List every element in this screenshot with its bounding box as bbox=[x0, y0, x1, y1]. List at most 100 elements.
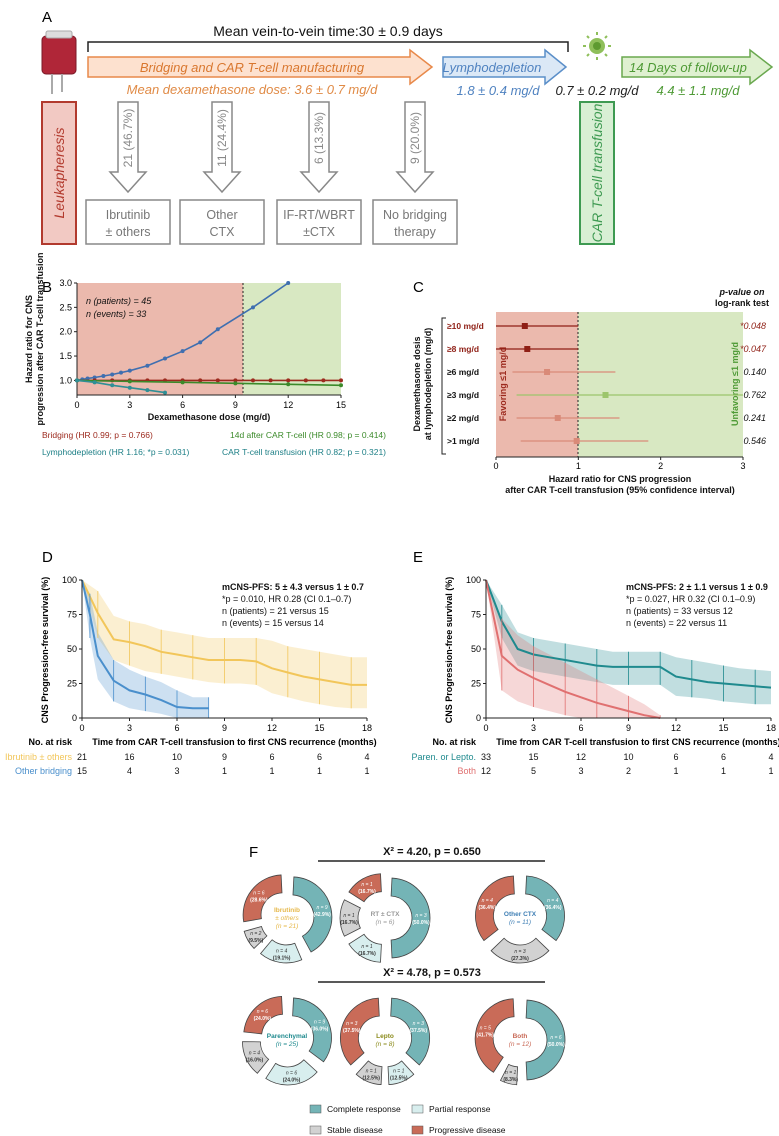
donut-seg-pct: (50.0%) bbox=[412, 920, 430, 926]
donut-segment bbox=[474, 998, 515, 1073]
bridge-box bbox=[372, 199, 458, 245]
f-legend: Complete response Partial response Stabl… bbox=[309, 1104, 506, 1135]
bridge-down-arrow bbox=[108, 101, 148, 194]
b-n-patients: n (patients) = 45 bbox=[86, 296, 152, 306]
donut-seg-n: n = 4 bbox=[547, 898, 558, 904]
donut-seg-pct: (16.7%) bbox=[358, 889, 376, 895]
at-risk-value: 1 bbox=[673, 766, 678, 776]
at-risk-value: 4 bbox=[768, 752, 773, 762]
km-ytick-label: 25 bbox=[67, 679, 77, 689]
at-risk-value: 1 bbox=[768, 766, 773, 776]
v2v-text: Mean vein-to-vein time:30 ± 0.9 days bbox=[213, 23, 442, 39]
lympho-dose: 1.8 ± 0.4 mg/d bbox=[456, 83, 540, 98]
donut-seg-pct: (16.0%) bbox=[246, 1057, 264, 1063]
c-pvalue: 0.546 bbox=[743, 436, 766, 446]
km-ytick-label: 75 bbox=[67, 610, 77, 620]
b-point bbox=[92, 380, 97, 385]
donut-segment bbox=[525, 999, 566, 1081]
panel-a: A Mean vein-to-vein time:30 ± 0.9 days B… bbox=[41, 9, 774, 245]
at-risk-value: 12 bbox=[576, 752, 586, 762]
donut-seg-n: n = 2 bbox=[250, 931, 261, 937]
donut-segment bbox=[242, 874, 283, 923]
b-point bbox=[198, 340, 203, 345]
km-xtick-label: 9 bbox=[626, 723, 631, 733]
b-point bbox=[215, 378, 220, 383]
bridge-down-arrow bbox=[395, 101, 435, 194]
at-risk-value: 2 bbox=[626, 766, 631, 776]
donut-segment bbox=[339, 899, 361, 937]
b-ytick-label: 1.5 bbox=[59, 351, 72, 361]
km-curve bbox=[81, 579, 209, 710]
b-point bbox=[198, 378, 203, 383]
donut-seg-n: n = 3 bbox=[514, 949, 525, 955]
b-point bbox=[127, 385, 132, 390]
bridge-label-1: Other bbox=[206, 208, 237, 222]
b-point bbox=[127, 368, 132, 373]
c-hr-point bbox=[544, 369, 551, 375]
donut-segment bbox=[242, 1041, 270, 1074]
donut-segment bbox=[339, 997, 380, 1066]
b-series-line bbox=[76, 379, 342, 387]
b-point bbox=[180, 349, 185, 354]
b-xtick-label: 9 bbox=[233, 400, 238, 410]
at-risk-value: 21 bbox=[77, 752, 87, 762]
donut-segment bbox=[387, 1060, 415, 1085]
legend-stable: Stable disease bbox=[327, 1125, 383, 1135]
km-xtick-label: 0 bbox=[79, 723, 84, 733]
km-xtick-label: 9 bbox=[222, 723, 227, 733]
donut-center-label: Lepto bbox=[376, 1033, 394, 1040]
km-ci-band bbox=[486, 580, 771, 705]
km-ytick-label: 75 bbox=[471, 610, 481, 620]
donut-segment bbox=[348, 873, 382, 903]
b-point bbox=[286, 382, 291, 387]
donut-seg-n: n = 6 bbox=[257, 1009, 268, 1015]
donut-center-label: Parenchymal bbox=[267, 1033, 308, 1040]
donut-segment bbox=[490, 937, 550, 964]
f-donuts: n = 9(42.9%)n = 4(19.1%)n = 2(9.5%)n = 6… bbox=[242, 873, 566, 1086]
donut-seg-pct: (24.0%) bbox=[254, 1016, 272, 1022]
donut-center-label: ± others bbox=[275, 915, 299, 922]
bridge-count: 6 (13.3%) bbox=[312, 112, 326, 164]
c-xtick-label: 2 bbox=[658, 461, 663, 471]
donut-seg-pct: (36.4%) bbox=[478, 905, 496, 911]
donut-seg-n: n = 9 bbox=[316, 905, 327, 911]
at-risk-value: 1 bbox=[317, 766, 322, 776]
donut-seg-n: n = 3 bbox=[346, 1021, 357, 1027]
donut-center-label: Other CTX bbox=[504, 911, 537, 918]
b-ylabel-2: progression after CAR T-cell transfusion bbox=[35, 252, 45, 425]
c-forest-rows: ≥10 mg/d *0.048 ≥8 mg/d *0.047 ≥6 mg/d 0.140 ≥… bbox=[447, 321, 767, 446]
b-point bbox=[127, 379, 132, 384]
panel-b: B 0 3 6 9 12 15 1.0 1.5 2.0 2.5 3.0 n (patients) =… bbox=[24, 252, 386, 457]
v2v-bracket bbox=[87, 41, 569, 52]
donut-seg-pct: (36.0%) bbox=[311, 1027, 329, 1033]
donut-segment bbox=[390, 997, 431, 1066]
c-hr-point bbox=[521, 323, 528, 329]
b-ytick-label: 2.5 bbox=[59, 302, 72, 312]
donut-seg-pct: (12.5%) bbox=[362, 1075, 380, 1081]
km-ylabel: CNS Progression-free survival (%) bbox=[40, 577, 50, 724]
c-ticks: 0 1 2 3 bbox=[493, 457, 746, 471]
bridge-box bbox=[179, 199, 265, 245]
f-stat-top: X² = 4.20, p = 0.650 bbox=[383, 846, 481, 858]
bridge-box bbox=[276, 199, 362, 245]
donut-seg-pct: (9.5%) bbox=[248, 938, 263, 944]
donut-seg-pct: (37.5%) bbox=[410, 1028, 428, 1034]
donut-seg-n: n = 6 bbox=[286, 1071, 297, 1077]
donut-seg-n: n = 3 bbox=[413, 1021, 424, 1027]
km-xtick-label: 6 bbox=[174, 723, 179, 733]
at-risk-value: 9 bbox=[222, 752, 227, 762]
b-ticks: 0 3 6 9 12 15 1.0 1.5 2.0 2.5 3.0 bbox=[59, 278, 346, 410]
at-risk-value: 10 bbox=[623, 752, 633, 762]
followup-dose: 4.4 ± 1.1 mg/d bbox=[656, 83, 740, 98]
km-stat: n (events) = 22 versus 11 bbox=[626, 618, 727, 628]
at-risk-value: 12 bbox=[481, 766, 491, 776]
at-risk-group: Ibrutinib ± others bbox=[5, 752, 72, 762]
km-xtick-label: 18 bbox=[766, 723, 776, 733]
b-xtick-label: 0 bbox=[74, 400, 79, 410]
lympho-arrow bbox=[442, 48, 568, 86]
donut-seg-pct: (41.7%) bbox=[476, 1033, 494, 1039]
b-legend-bridging: Bridging (HR 0.99; p = 0.766) bbox=[42, 430, 153, 440]
bridge-count: 9 (20.0%) bbox=[408, 112, 422, 164]
km-xtick-label: 3 bbox=[127, 723, 132, 733]
donut-seg-n: n = 1 bbox=[505, 1070, 516, 1076]
